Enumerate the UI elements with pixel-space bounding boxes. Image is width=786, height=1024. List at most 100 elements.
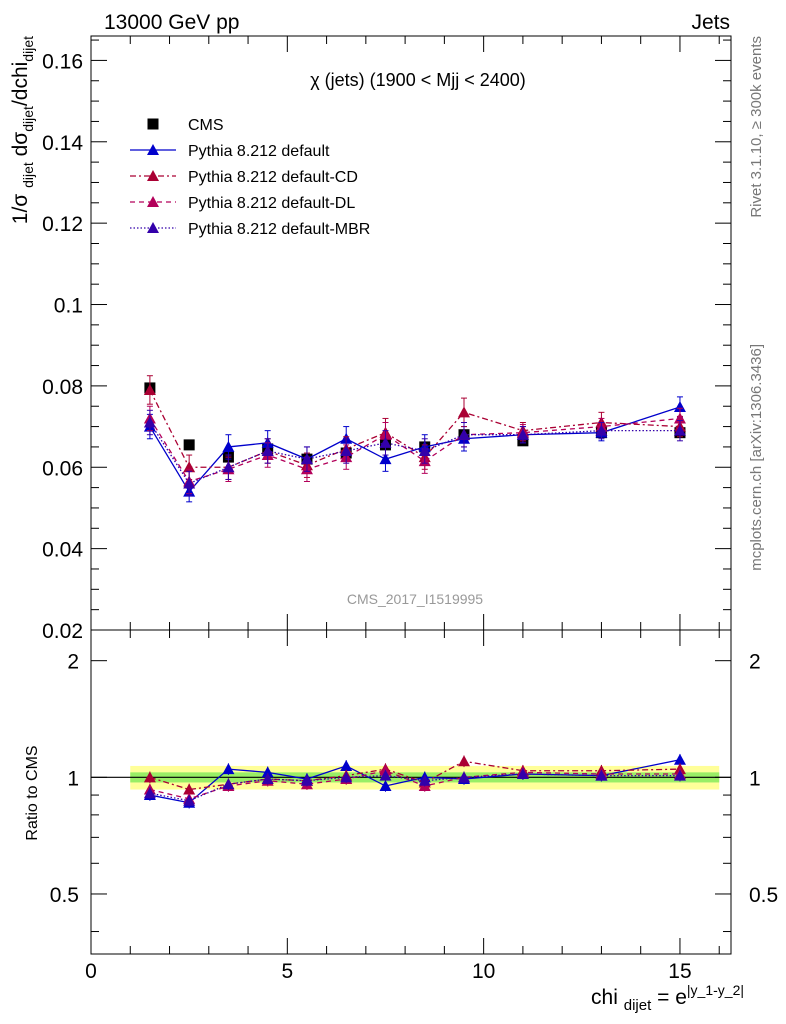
main-title: χ (jets) (1900 < Mjj < 2400) <box>310 70 526 90</box>
ratio-y-tick-label-right: 2 <box>749 651 761 674</box>
legend-item: Pythia 8.212 default-CD <box>130 169 358 186</box>
y-axis-label-sub: dijet <box>20 162 36 188</box>
legend-marker <box>147 170 159 181</box>
data-point <box>379 453 392 465</box>
legend-label: Pythia 8.212 default <box>188 143 330 160</box>
ratio-data-point <box>340 771 353 783</box>
x-tick-label: 15 <box>668 960 691 983</box>
legend-label: Pythia 8.212 default-MBR <box>188 221 370 238</box>
rivet-label: Rivet 3.1.10, ≥ 300k events <box>748 36 765 218</box>
data-point <box>673 401 686 413</box>
legend-item: Pythia 8.212 default-DL <box>130 195 355 212</box>
main-panel-frame <box>90 35 732 631</box>
y-tick-label: 0.12 <box>42 213 83 236</box>
watermark: CMS_2017_I1519995 <box>347 591 483 607</box>
header-left: 13000 GeV pp <box>104 11 239 34</box>
ratio-series-line <box>149 773 680 802</box>
ratio-data-point <box>222 778 235 790</box>
series-line <box>149 406 681 493</box>
main-series <box>143 375 686 503</box>
y-tick-label: 0.1 <box>54 295 83 318</box>
ratio-y-tick-label-right: 0.5 <box>749 884 778 907</box>
legend-item: CMS <box>147 117 224 134</box>
ratio-y-tick-label: 1 <box>67 767 79 790</box>
data-point <box>595 424 608 436</box>
legend-item: Pythia 8.212 default-MBR <box>130 221 370 238</box>
ratio-y-label: Ratio to CMS <box>24 745 41 840</box>
ratio-data-point <box>261 773 274 785</box>
ratio-data-point <box>595 769 608 781</box>
y-axis-label: 1/σ dijet dσdijet/dchidijet <box>9 36 36 224</box>
main-panel: 0.02 0.04 0.06 0.08 0.1 0.12 0.14 0.16 χ (jets)… <box>42 35 732 643</box>
mcplots-label: mcplots.cern.ch [arXiv:1306.3436] <box>748 344 765 571</box>
series-pythia-8-212-default-mbr <box>143 409 686 497</box>
data-point <box>143 416 156 428</box>
legend-marker <box>147 118 159 130</box>
header-right: Jets <box>691 11 730 34</box>
y-tick-label: 0.02 <box>42 620 83 643</box>
x-axis-label-part: chi <box>591 986 618 1009</box>
ratio-data-point <box>300 774 313 786</box>
x-tick-label: 10 <box>472 960 495 983</box>
ratio-axis-ticks: 0.5 0.5 1 1 2 2 0 5 10 15 <box>50 630 778 983</box>
legend-label: Pythia 8.212 default-CD <box>188 169 358 186</box>
ratio-data-point <box>458 771 471 783</box>
ratio-data-point <box>143 771 156 783</box>
data-point <box>183 439 195 451</box>
legend-item: Pythia 8.212 default <box>130 143 330 160</box>
y-tick-label: 0.04 <box>42 539 83 562</box>
data-point <box>340 444 353 456</box>
data-point <box>516 428 529 440</box>
y-tick-label: 0.06 <box>42 457 83 480</box>
main-axis-ticks: 0.02 0.04 0.06 0.08 0.1 0.12 0.14 0.16 <box>42 36 731 643</box>
data-point <box>222 461 235 473</box>
ratio-data-point <box>673 769 686 781</box>
ratio-data-point <box>418 774 431 786</box>
y-tick-label: 0.14 <box>42 132 83 155</box>
ratio-panel-frame <box>90 629 732 955</box>
series-line <box>149 417 681 483</box>
ratio-y-tick-label-right: 1 <box>749 767 761 790</box>
ratio-panel: 0.5 0.5 1 1 2 2 0 5 10 15 <box>50 629 778 983</box>
ratio-series <box>143 753 686 809</box>
ratio-data-point <box>183 794 196 806</box>
data-point <box>418 444 431 456</box>
y-axis-label-sub: dijet <box>20 106 36 132</box>
ratio-data-point <box>340 759 353 771</box>
x-tick-label: 0 <box>85 960 97 983</box>
ratio-data-point <box>379 769 392 781</box>
ratio-data-point <box>261 766 274 778</box>
y-tick-label: 0.16 <box>42 50 83 73</box>
legend-marker <box>147 196 159 207</box>
data-point <box>143 383 156 395</box>
y-axis-label-part: 1/σ <box>9 194 32 225</box>
data-point <box>222 440 235 452</box>
ratio-data-point <box>673 753 686 765</box>
data-point <box>458 428 471 440</box>
ratio-data-point <box>379 779 392 791</box>
ratio-data-point <box>143 787 156 799</box>
data-point <box>379 436 392 448</box>
ratio-data-point <box>183 783 196 795</box>
data-point <box>673 424 686 436</box>
data-point <box>261 444 274 456</box>
data-point <box>300 453 313 465</box>
data-point <box>183 477 196 489</box>
ratio-y-tick-label: 2 <box>67 651 79 674</box>
y-tick-label: 0.08 <box>42 376 83 399</box>
y-axis-label-sub: dijet <box>20 36 36 62</box>
x-axis-label: chi dijet = e|y_1-y_2| <box>591 982 744 1014</box>
ratio-series-line <box>149 760 680 791</box>
y-axis-label-part: /dchi <box>9 62 32 106</box>
ratio-series-line <box>149 770 680 800</box>
legend-label: Pythia 8.212 default-DL <box>188 195 355 212</box>
legend: CMS Pythia 8.212 default Pythia 8.212 defa… <box>130 117 370 238</box>
data-point <box>458 406 471 418</box>
ratio-y-tick-label: 0.5 <box>50 884 79 907</box>
x-axis-label-sub: dijet <box>624 997 652 1014</box>
x-axis-label-sup: |y_1-y_2| <box>687 982 744 998</box>
legend-marker <box>147 222 159 233</box>
y-axis-label-part: dσ <box>9 132 32 163</box>
ratio-data-point <box>458 755 471 767</box>
